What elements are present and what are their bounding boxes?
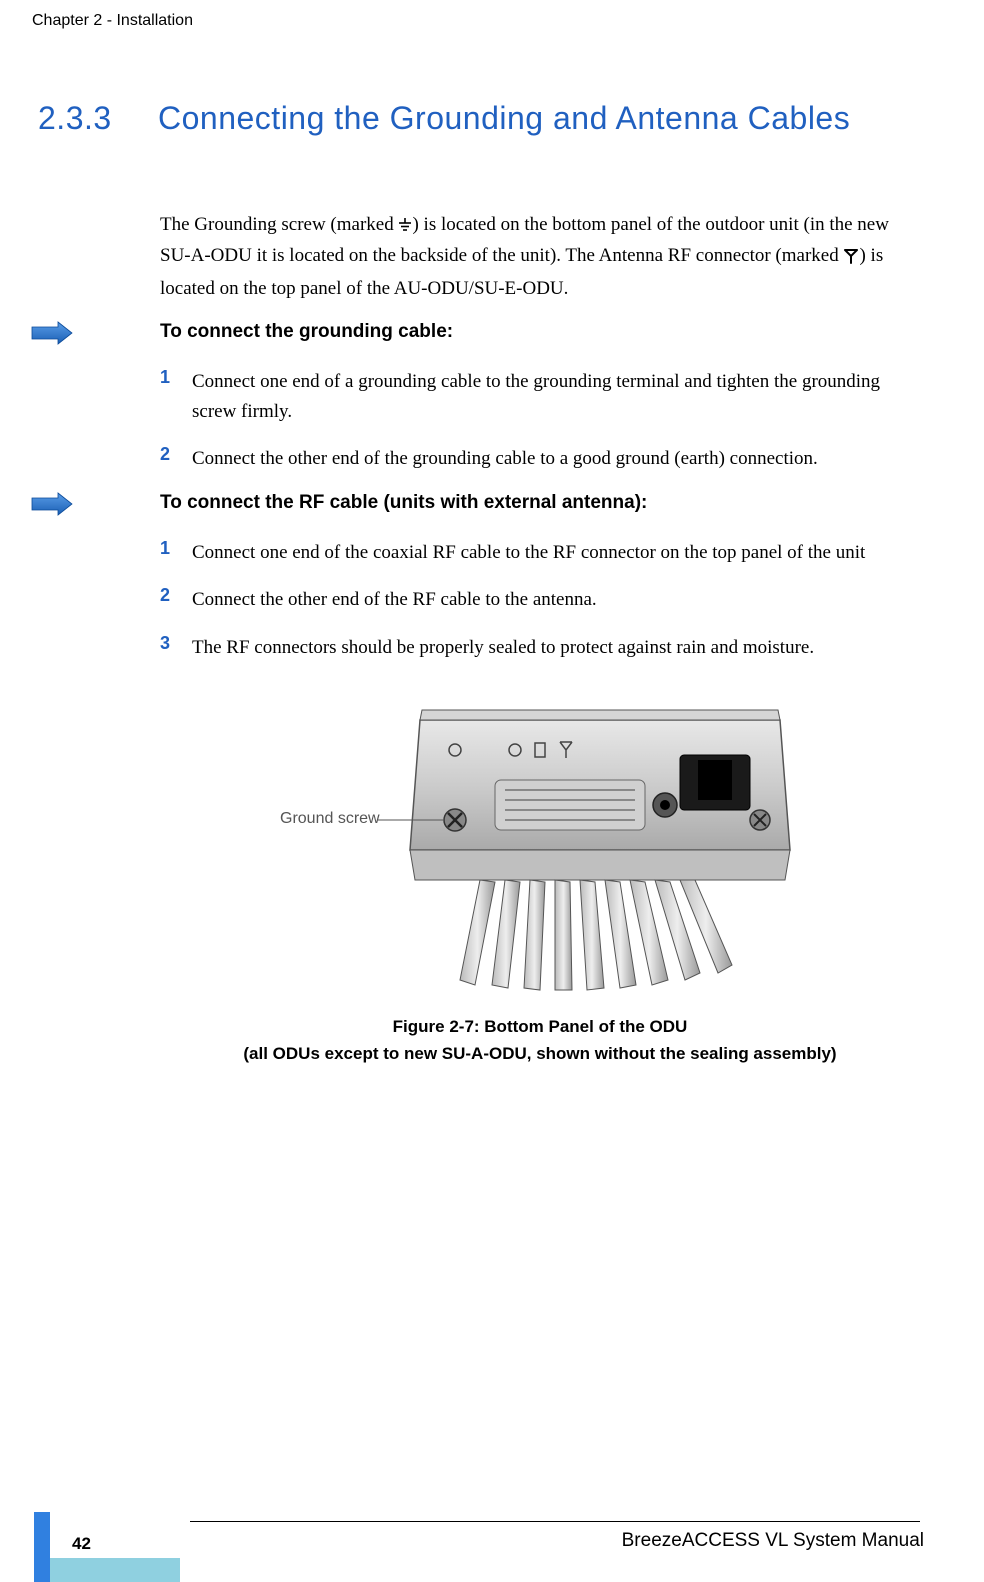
section-number: 2.3.3: [38, 100, 158, 137]
footer-accent-blue: [34, 1512, 50, 1582]
figure-caption: Figure 2-7: Bottom Panel of the ODU (all…: [160, 1013, 920, 1067]
step-text: Connect one end of the coaxial RF cable …: [192, 538, 865, 567]
page-footer: 42 BreezeACCESS VL System Manual: [0, 1512, 984, 1582]
figure-image: Ground screw: [280, 680, 800, 1000]
step-number: 1: [160, 367, 192, 426]
section-title: Connecting the Grounding and Antenna Cab…: [158, 100, 858, 137]
step-number: 2: [160, 585, 192, 614]
step-number: 1: [160, 538, 192, 567]
chapter-header: Chapter 2 - Installation: [32, 12, 193, 30]
arrow-bullet-icon: [30, 492, 70, 514]
instruction-block-1: To connect the grounding cable:: [160, 321, 920, 343]
ground-symbol-icon: [398, 212, 412, 241]
intro-paragraph: The Grounding screw (marked ) is located…: [160, 210, 920, 303]
step-number: 2: [160, 444, 192, 473]
footer-divider: [190, 1521, 920, 1522]
page-number: 42: [72, 1534, 91, 1554]
instr1-heading: To connect the grounding cable:: [160, 321, 920, 343]
step-text: Connect one end of a grounding cable to …: [192, 367, 920, 426]
instruction-block-2: To connect the RF cable (units with exte…: [160, 492, 920, 514]
figure-block: Ground screw Figure 2-7: Bottom Panel of…: [160, 680, 920, 1067]
arrow-bullet-icon: [30, 321, 70, 343]
instr2-heading: To connect the RF cable (units with exte…: [160, 492, 920, 514]
figure-caption-line2: (all ODUs except to new SU-A-ODU, shown …: [160, 1040, 920, 1067]
list-item: 2 Connect the other end of the RF cable …: [160, 585, 920, 614]
figure-callout-label: Ground screw: [280, 810, 380, 828]
list-item: 3 The RF connectors should be properly s…: [160, 633, 920, 662]
list-item: 2 Connect the other end of the grounding…: [160, 444, 920, 473]
footer-accent-cyan: [50, 1558, 180, 1582]
step-number: 3: [160, 633, 192, 662]
list-item: 1 Connect one end of the coaxial RF cabl…: [160, 538, 920, 567]
body-content: The Grounding screw (marked ) is located…: [160, 210, 920, 1067]
figure-caption-line1: Figure 2-7: Bottom Panel of the ODU: [160, 1013, 920, 1040]
step-text: Connect the other end of the grounding c…: [192, 444, 818, 473]
antenna-symbol-icon: [843, 244, 859, 273]
list-item: 1 Connect one end of a grounding cable t…: [160, 367, 920, 426]
step-text: Connect the other end of the RF cable to…: [192, 585, 597, 614]
intro-p1: The Grounding screw (marked: [160, 214, 398, 235]
section-heading: 2.3.3Connecting the Grounding and Antenn…: [38, 100, 888, 137]
manual-title: BreezeACCESS VL System Manual: [622, 1530, 924, 1552]
step-text: The RF connectors should be properly sea…: [192, 633, 814, 662]
